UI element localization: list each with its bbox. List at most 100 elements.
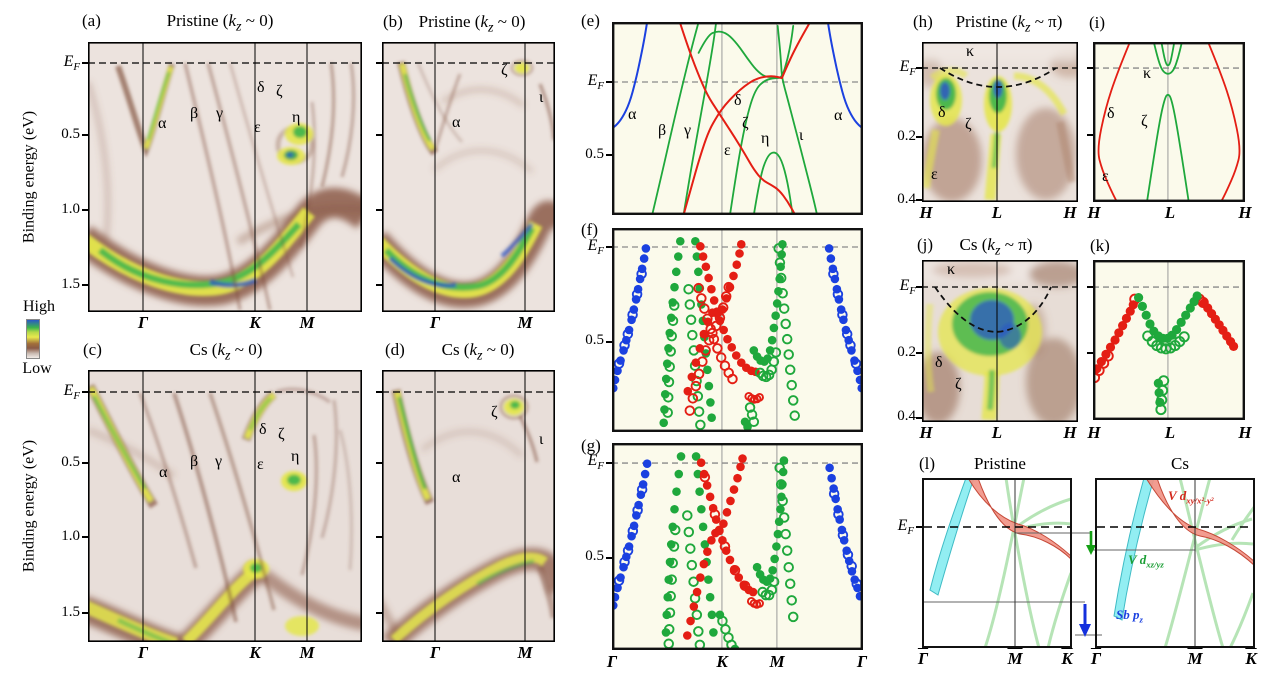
xlabel-l-mbar1: M xyxy=(1007,649,1023,668)
label-v-dxy: V dxy/x²-y² xyxy=(1168,488,1214,506)
panel-i-calculated-bands-kzpi xyxy=(1093,42,1245,202)
greek-e-alpha1: α xyxy=(628,106,637,123)
ytick-g-05: 0.5 xyxy=(585,548,604,564)
panel-h-letter: (h) xyxy=(913,12,933,31)
ytick-h-02: 0.2 xyxy=(897,128,916,144)
kappa-band-dashed-arc xyxy=(934,286,1052,333)
greek-c-gamma: γ xyxy=(215,453,223,470)
ytick-h-04: 0.4 xyxy=(897,191,916,207)
panel-i-letter: (i) xyxy=(1089,13,1106,32)
greek-a-epsilon: ε xyxy=(254,119,261,136)
ef-label-c: EF xyxy=(63,382,80,403)
panel-j-arpes-image xyxy=(922,260,1078,422)
greek-c-delta: δ xyxy=(259,421,267,438)
greek-j-delta: δ xyxy=(935,354,943,371)
ytick-j-04: 0.4 xyxy=(897,408,916,424)
label-v-dxz: V dxz/yz xyxy=(1128,552,1164,570)
greek-j-kappa: κ xyxy=(947,261,956,278)
ef-label-h: EF xyxy=(899,58,916,79)
axis-tick xyxy=(82,134,88,136)
xlabel-k-h2: H xyxy=(1238,423,1252,442)
xlabel-g-k: K xyxy=(716,652,728,671)
axis-tick xyxy=(82,62,88,64)
colorbar-high-label: High xyxy=(23,298,55,315)
axis-tick xyxy=(376,209,382,211)
panel-k-extracted-bands-kzpi xyxy=(1093,260,1245,420)
panel-j-letter: (j) xyxy=(917,235,934,254)
ytick-c-05: 0.5 xyxy=(61,454,80,470)
ytick-a-05: 0.5 xyxy=(61,126,80,142)
greek-c-eta: η xyxy=(291,448,300,465)
greek-d-iota: ι xyxy=(539,431,544,448)
xlabel-l-mbar2: M xyxy=(1187,649,1203,668)
xlabel-d-gamma: Γ xyxy=(429,643,441,662)
pristine-band-ribbons xyxy=(929,479,1071,647)
panel-h-arpes-image xyxy=(922,42,1078,202)
xlabel-a-m: M xyxy=(299,313,315,332)
panel-l-title-cs: Cs xyxy=(1171,454,1189,473)
greek-c-alpha: α xyxy=(159,464,168,481)
xlabel-j-h1: H xyxy=(919,423,933,442)
colorbar-low-label: Low xyxy=(22,360,52,377)
xlabel-l-kbar2: K xyxy=(1245,649,1257,668)
xlabel-j-l: L xyxy=(991,423,1003,442)
panel-a-title: Pristine (kz ~ 0) xyxy=(166,11,274,35)
greek-e-epsilon: ε xyxy=(724,142,731,159)
greek-a-zeta: ζ xyxy=(276,83,283,100)
xlabel-k-h1: H xyxy=(1087,423,1101,442)
greek-e-delta: δ xyxy=(734,92,742,109)
greek-h-kappa: κ xyxy=(966,43,975,60)
panel-l-letter: (l) xyxy=(919,454,936,473)
axis-tick xyxy=(916,352,922,354)
panel-c-arpes-image xyxy=(88,370,362,642)
ef-label-g: EF xyxy=(587,452,604,473)
panel-d-letter: (d) xyxy=(385,340,405,359)
greek-c-zeta: ζ xyxy=(278,426,285,443)
arpes-a-sharp-bands xyxy=(88,62,362,311)
axis-tick xyxy=(376,284,382,286)
greek-a-alpha: α xyxy=(158,115,167,132)
xlabel-b-m: M xyxy=(517,313,533,332)
kappa-band-dashed-arc xyxy=(939,67,1057,88)
ytick-e-05: 0.5 xyxy=(585,146,604,162)
blue-shift-arrow xyxy=(1079,604,1091,637)
axis-tick xyxy=(376,462,382,464)
axis-tick xyxy=(376,536,382,538)
panel-l-title-pristine: Pristine xyxy=(974,454,1026,473)
axis-tick xyxy=(1087,134,1093,136)
greek-e-beta: β xyxy=(658,122,667,139)
axis-tick xyxy=(606,154,612,156)
axis-tick xyxy=(916,526,922,528)
greek-a-gamma: γ xyxy=(216,105,224,122)
greek-c-epsilon: ε xyxy=(257,456,264,473)
xlabel-d-m: M xyxy=(517,643,533,662)
xlabel-l-gammabar2: Γ xyxy=(1090,649,1102,668)
greek-i-epsilon: ε xyxy=(1102,168,1109,185)
xlabel-h-l: L xyxy=(991,203,1003,222)
greek-c-beta: β xyxy=(190,453,199,470)
axis-tick xyxy=(1087,352,1093,354)
ytick-c-10: 1.0 xyxy=(61,528,80,544)
panel-k-letter: (k) xyxy=(1090,236,1110,255)
greek-j-zeta: ζ xyxy=(955,376,962,393)
panel-g-extracted-bands-cs xyxy=(612,443,863,650)
green-shift-arrow xyxy=(1086,531,1096,555)
axis-tick xyxy=(916,136,922,138)
xlabel-c-gamma: Γ xyxy=(137,643,149,662)
axis-tick xyxy=(82,209,88,211)
xlabel-a-k: K xyxy=(249,313,261,332)
axis-tick xyxy=(916,199,922,201)
colorbar-gradient xyxy=(26,319,40,359)
axis-tick xyxy=(916,417,922,419)
xlabel-i-h1: H xyxy=(1087,203,1101,222)
xlabel-j-h2: H xyxy=(1063,423,1077,442)
panel-j-title: Cs (kz ~ π) xyxy=(959,235,1033,259)
panel-e-calculated-bands xyxy=(612,22,863,215)
xlabel-k-l: L xyxy=(1164,423,1176,442)
ef-label-f: EF xyxy=(587,237,604,258)
axis-tick xyxy=(606,462,612,464)
greek-h-delta: δ xyxy=(938,104,946,121)
xlabel-h-h1: H xyxy=(919,203,933,222)
axis-tick xyxy=(1087,67,1093,69)
